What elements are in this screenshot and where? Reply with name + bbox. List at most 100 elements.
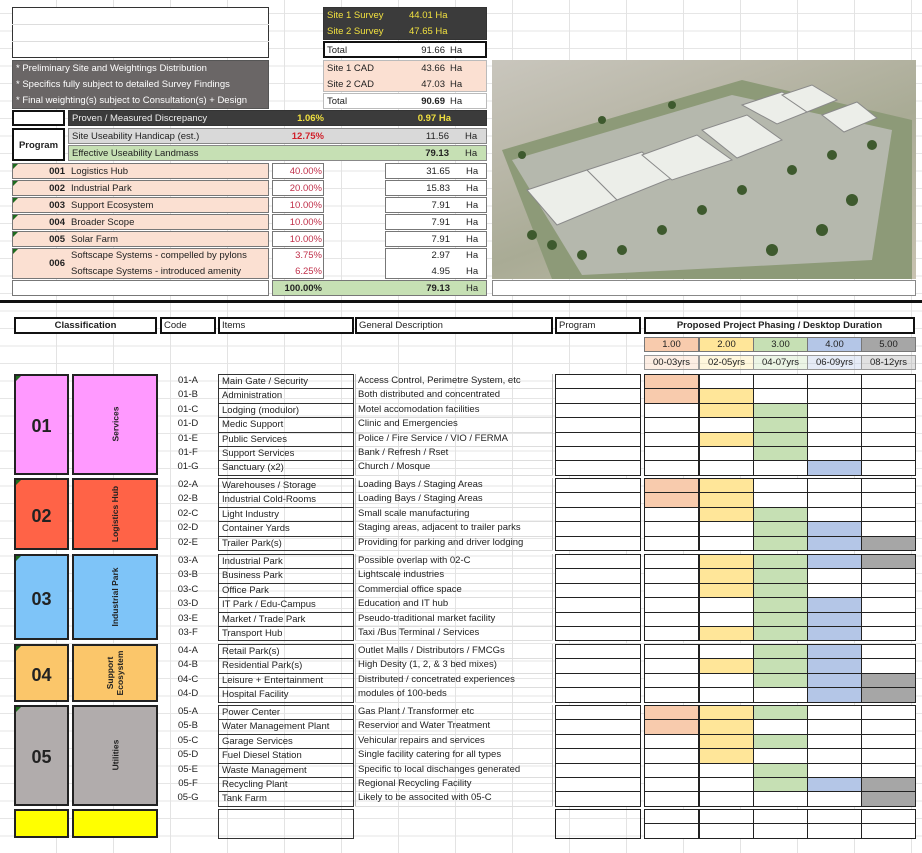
comment-indicator-icon	[13, 164, 18, 169]
row-divider	[355, 805, 553, 807]
phase-cell	[807, 719, 862, 735]
group-label-box: Industrial Park	[72, 554, 158, 641]
phase-cell	[699, 554, 754, 570]
description-border	[355, 554, 553, 641]
program-value-006: 2.97 Ha 4.95 Ha	[385, 248, 487, 279]
item-name: IT Park / Edu-Campus	[218, 597, 354, 613]
program-cell	[555, 568, 641, 584]
phase-cell	[644, 554, 699, 570]
phase-cell	[861, 823, 916, 839]
survey-total-value: 91.66	[421, 45, 445, 56]
group-label: Services	[110, 406, 121, 442]
item-name: Industrial Cold-Rooms	[218, 492, 354, 508]
cad-site2-value: 47.03	[421, 79, 445, 90]
item-code: 03-E	[177, 612, 199, 624]
item-description: Providing for parking and driver lodging	[358, 536, 524, 548]
phase-cell	[807, 402, 862, 419]
phase-years: 00-03yrs	[644, 355, 699, 370]
item-description: Possible overlap with 02-C	[358, 555, 471, 566]
item-code: 03-F	[178, 627, 198, 638]
note-3: * Final weighting(s) subject to Consulta…	[16, 95, 248, 106]
program-percent-cell: 40.00%	[272, 163, 324, 179]
phase-cell	[644, 748, 699, 764]
item-code: 02-C	[177, 507, 199, 519]
phase-cell	[699, 506, 754, 523]
group-label: Support Ecosystem	[104, 650, 125, 696]
phase-cell	[753, 719, 808, 735]
program-percent: 6.25%	[295, 266, 322, 277]
program-row: 002 Industrial Park	[12, 180, 269, 196]
phase-cell	[699, 388, 754, 404]
phase-years: 08-12yrs	[861, 355, 916, 370]
phase-cell	[861, 582, 916, 599]
phase-cell	[807, 705, 862, 721]
comment-indicator-icon	[16, 480, 21, 485]
phase-cell	[861, 521, 916, 537]
phase-cell	[644, 644, 699, 660]
program-total-percent: 100.00%	[284, 283, 322, 294]
item-description: Clinic and Emergencies	[358, 418, 458, 430]
phase-cell	[753, 554, 808, 570]
phase-cell	[861, 777, 916, 793]
item-description: Staging areas, adjacent to trailer parks	[358, 522, 521, 534]
survey-site2-value: 47.65 Ha	[409, 26, 448, 37]
program-cell	[555, 492, 641, 508]
program-total-blank	[12, 280, 269, 296]
program-name: Softscape Systems - compelled by pylons	[71, 250, 247, 261]
phase-cell	[753, 374, 808, 390]
row-divider	[355, 492, 553, 494]
phase-cell	[861, 748, 916, 764]
phase-cell	[644, 582, 699, 599]
phase-cell	[644, 823, 699, 839]
item-code: 01-E	[177, 432, 199, 444]
program-percent-cell: 10.00%	[272, 231, 324, 247]
phase-cell	[644, 535, 699, 551]
group-number: 04	[31, 664, 52, 685]
group-label-box: Services	[72, 374, 158, 475]
effective-row: Effective Useability Landmass 79.13 Ha	[68, 145, 487, 161]
phase-cell	[861, 791, 916, 807]
row-divider	[355, 568, 553, 570]
group-number-box: 02	[14, 478, 69, 550]
unit: Ha	[450, 96, 463, 107]
phase-cell	[861, 719, 916, 735]
unit: Ha	[450, 63, 463, 74]
phase-number: 3.00	[753, 337, 808, 352]
phase-cell	[644, 626, 699, 642]
row-divider	[355, 597, 553, 599]
phase-cell	[861, 611, 916, 627]
phase-cell	[861, 733, 916, 750]
program-cell	[555, 535, 641, 551]
phase-cell	[861, 626, 916, 642]
program-cell	[555, 460, 641, 476]
program-cell	[555, 521, 641, 537]
header-program: Program	[555, 317, 641, 334]
phase-cell	[807, 733, 862, 750]
phase-cell	[807, 762, 862, 778]
item-name: Warehouses / Storage	[218, 478, 354, 494]
program-cell	[555, 431, 641, 447]
item-code: 04-B	[177, 659, 199, 671]
program-value: 15.83	[426, 183, 450, 194]
phase-cell	[861, 658, 916, 674]
phase-cell	[644, 809, 699, 825]
program-cell	[555, 597, 641, 613]
item-name: Power Center	[218, 705, 354, 721]
row-divider	[355, 417, 553, 419]
program-value: 4.95	[431, 266, 451, 277]
item-code: 05-G	[177, 792, 199, 804]
phase-cell	[807, 626, 862, 642]
phase-cell	[644, 521, 699, 537]
cad-total-value: 90.69	[421, 96, 445, 107]
item-description: Motel accomodation facilities	[358, 403, 480, 415]
group-number: 02	[31, 506, 52, 526]
row-divider	[355, 431, 553, 433]
comment-indicator-icon	[13, 232, 18, 237]
effective-label: Effective Useability Landmass	[72, 148, 199, 159]
item-description: Small scale manufacturing	[358, 507, 470, 519]
phase-cell	[861, 672, 916, 689]
unit: Ha	[466, 200, 479, 211]
row-divider	[355, 748, 553, 750]
program-code: 005	[49, 234, 65, 245]
group-label-box: Support Ecosystem	[72, 644, 158, 702]
